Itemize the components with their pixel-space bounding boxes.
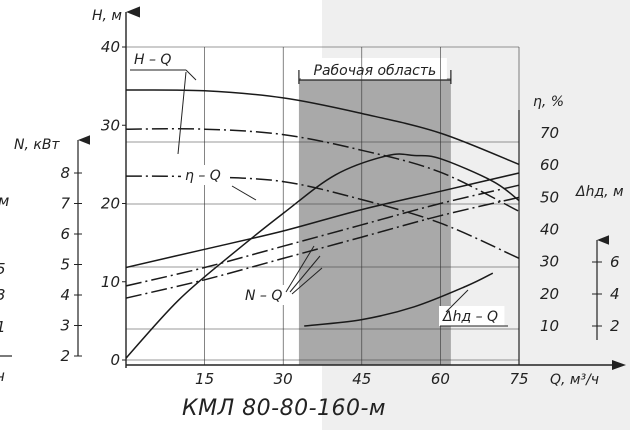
working-region [298,78,451,365]
series-curve-0 [125,89,520,166]
n-axis-tick-label: 6 [60,225,70,243]
eta-axis-tick-label: 50 [540,188,559,206]
h-q-label: H – Q [134,52,171,68]
working-region-label-box [300,58,447,80]
dh-axis-title: Δhд, м [575,184,624,200]
n-q-label-leader [291,267,323,295]
x-axis-tick-label: 15 [195,370,214,388]
x-axis-tick-label: 45 [352,370,371,388]
x-axis-tick-label: 30 [274,370,293,388]
eta-axis-tick-label: 40 [540,221,559,239]
eta-axis-tick-label: 60 [540,156,559,174]
dh-q-label-bg [439,306,505,326]
eta-q-label-leader [231,185,257,201]
n-axis-title: N, кВт [14,137,60,153]
series-curve-5 [125,184,520,287]
series-curve-6 [125,196,520,299]
eta-axis-tick-label: 10 [540,317,559,335]
series-curve-7 [304,272,494,327]
n-axis-tick-label: 8 [60,164,70,182]
left-clipped-axis-title: м [0,192,9,210]
n-axis-tick-label: 2 [60,347,70,365]
eta-axis-title: η, % [533,94,564,110]
h-axis-tick-label: 40 [101,38,120,56]
eta-axis-tick-label: 30 [540,253,559,271]
h-q-label-bg [130,49,179,69]
x-axis-tick-label: 60 [431,370,450,388]
series-curve-3 [125,153,520,359]
x-axis-title: Q, м³/ч [550,372,599,388]
n-q-label-leader [289,255,321,293]
dh-axis-tick-label: 2 [610,317,620,335]
dh-axis-tick-label: 4 [610,285,620,303]
h-axis-tick-label: 20 [101,195,120,213]
chart-caption: КМЛ 80-80-160-м [182,396,387,421]
working-region-label: Рабочая область [314,63,437,79]
left-clipped-axis-tick-label: 5 [0,260,6,278]
eta-axis-tick-label: 70 [540,124,559,142]
h-axis-tick-label: 0 [110,351,120,369]
n-axis-tick-label: 4 [60,286,70,304]
left-clipped-axis-tick-label: 3 [0,286,6,304]
n-q-label: N – Q [245,288,282,304]
left-clipped-axis-tick-label: 1 [0,318,6,336]
dh-axis-tick-label: 6 [610,253,620,271]
h-axis-tick-label: 10 [101,273,120,291]
n-q-label-leader [285,245,315,293]
n-axis-tick-label: 5 [60,256,70,274]
h-axis-title: Н, м [92,8,122,24]
eta-q-label: η – Q [185,168,221,184]
dh-q-label: Δhд – Q [442,309,498,325]
series-curve-4 [125,172,520,269]
eta-axis-tick-label: 20 [540,285,559,303]
dh-q-label-leader [445,289,469,313]
series-curve-1 [125,128,520,212]
left-clipped-axis-xlabel: ч [0,367,5,385]
h-q-label-leader [185,69,197,81]
n-q-label-bg [241,285,290,305]
x-axis-arrow [612,360,626,370]
h-axis-tick-label: 30 [101,116,120,134]
eta-q-label-bg [181,165,230,185]
n-axis-tick-label: 7 [60,195,70,213]
h-q-label-leader [177,71,187,155]
n-axis-tick-label: 3 [60,317,70,335]
x-axis-tick-label: 75 [509,370,528,388]
